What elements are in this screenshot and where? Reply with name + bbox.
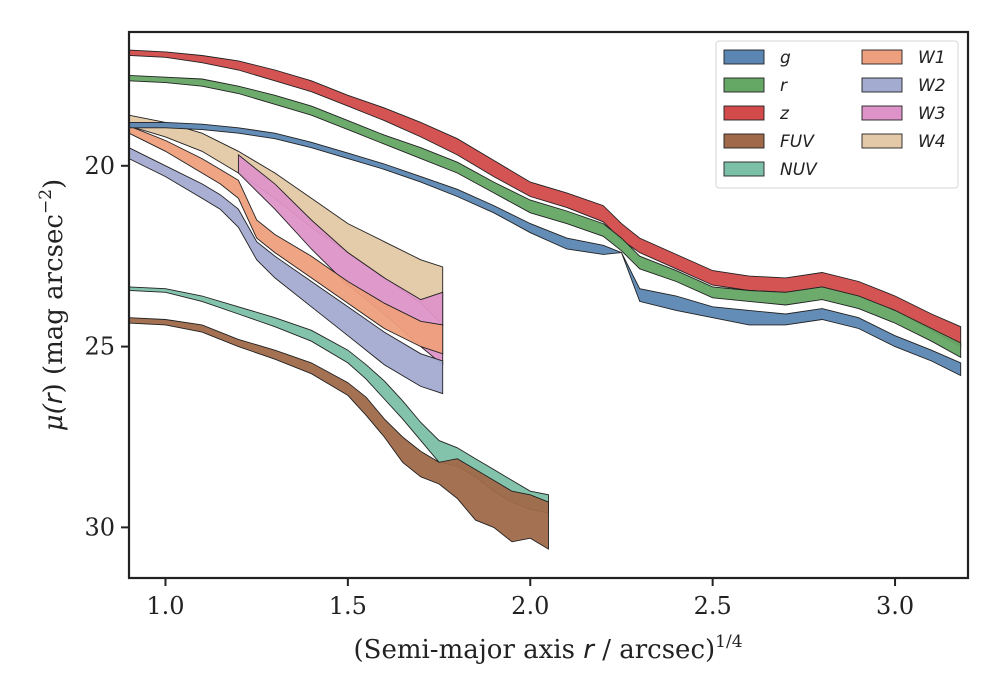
y-axis-title-rest: ) (mag arcsec xyxy=(39,214,69,393)
x-axis-title-exponent: 1/4 xyxy=(715,632,742,652)
legend-swatch-r xyxy=(723,77,765,93)
x-tick-label: 1.0 xyxy=(146,592,184,620)
legend-label-g: g xyxy=(780,48,791,68)
profile-bands xyxy=(128,49,962,550)
x-tick-label: 2.5 xyxy=(694,592,732,620)
y-ticks: 20 25 30 xyxy=(84,152,129,541)
y-axis-title: μ(r) (mag arcsec−2) xyxy=(36,179,69,431)
band-g xyxy=(128,121,962,377)
legend-label-r: r xyxy=(780,76,788,96)
x-tick-label: 1.5 xyxy=(329,592,367,620)
x-axis-title: (Semi-major axis r / arcsec)1/4 xyxy=(353,632,742,665)
band-r xyxy=(128,74,962,359)
y-axis-title-exponent: −2 xyxy=(36,189,56,214)
y-axis-title-close: ) xyxy=(39,179,69,189)
legend-swatch-w2 xyxy=(861,77,903,93)
legend-swatch-w1 xyxy=(861,49,903,65)
legend-label-w2: W2 xyxy=(918,76,946,96)
legend-swatch-nuv xyxy=(723,161,765,177)
x-axis-title-var: r xyxy=(583,635,596,665)
legend-swatch-w4 xyxy=(861,133,903,149)
x-tick-label: 2.0 xyxy=(511,592,549,620)
band-fuv xyxy=(128,317,549,550)
y-tick-label: 25 xyxy=(84,333,115,361)
legend-swatch-fuv xyxy=(723,133,765,149)
y-tick-label: 30 xyxy=(84,513,115,541)
plot-frame xyxy=(127,30,970,580)
legend: grz FUV NUV W1 W2 W3 W4 xyxy=(715,40,959,189)
legend-label-z: z xyxy=(779,104,790,124)
band-w2 xyxy=(128,146,444,395)
legend-swatch-g xyxy=(723,49,765,65)
legend-label-w3: W3 xyxy=(918,104,946,124)
legend-swatch-z xyxy=(723,105,765,121)
y-tick-label: 20 xyxy=(84,152,115,180)
x-ticks: 1.0 1.5 2.0 2.5 3.0 xyxy=(146,578,914,620)
x-tick-label: 3.0 xyxy=(876,592,914,620)
legend-label-w4: W4 xyxy=(918,132,946,152)
legend-swatch-w3 xyxy=(861,105,903,121)
legend-label-fuv: FUV xyxy=(780,132,815,152)
y-axis-title-main: μ( xyxy=(39,403,69,431)
x-axis-title-main: (Semi-major axis xyxy=(353,635,583,665)
legend-label-w1: W1 xyxy=(918,48,946,68)
y-axis-title-var: r xyxy=(39,391,69,404)
legend-label-nuv: NUV xyxy=(780,160,818,180)
x-axis-title-rest: / arcsec) xyxy=(594,635,715,665)
band-w1 xyxy=(128,125,444,355)
